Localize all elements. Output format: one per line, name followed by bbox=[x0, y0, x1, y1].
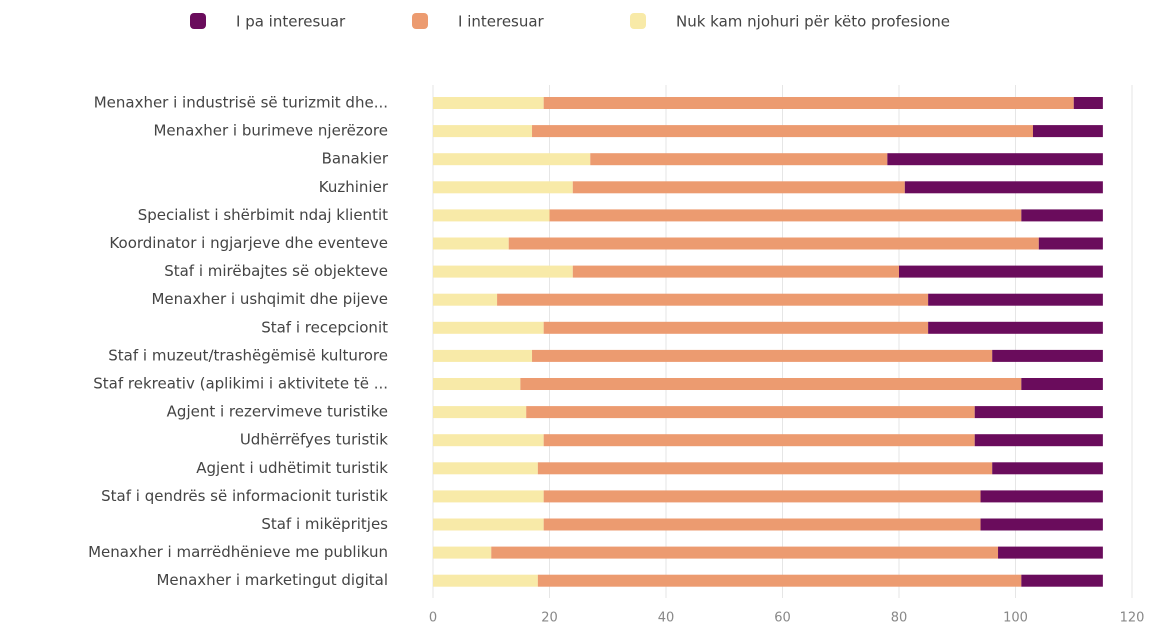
bar-segment bbox=[974, 434, 1103, 447]
y-tick-label: Koordinator i ngjarjeve dhe eventeve bbox=[109, 234, 388, 252]
x-tick-label: 0 bbox=[429, 611, 437, 626]
bar-segment bbox=[998, 546, 1103, 559]
bar-segment bbox=[526, 406, 975, 419]
x-tick-label: 60 bbox=[774, 611, 791, 626]
y-tick-label: Udhërrëfyes turistik bbox=[240, 431, 388, 449]
y-tick-label: Staf i mirëbajtes së objekteve bbox=[164, 262, 388, 280]
legend-swatch bbox=[412, 13, 428, 29]
bar-segment bbox=[433, 181, 573, 194]
bar-segment bbox=[433, 546, 492, 559]
bar-segment bbox=[433, 518, 544, 531]
bar-segment bbox=[433, 434, 544, 447]
bar-segment bbox=[532, 125, 1033, 138]
x-tick-label: 120 bbox=[1120, 611, 1145, 626]
bar-segment bbox=[572, 181, 905, 194]
bar-segment bbox=[549, 209, 1022, 222]
y-tick-label: Agjent i udhëtimit turistik bbox=[196, 459, 388, 477]
bar-segment bbox=[887, 153, 1103, 166]
bar-segment bbox=[543, 97, 1074, 109]
bar-segment bbox=[433, 321, 544, 334]
y-tick-label: Banakier bbox=[322, 150, 389, 168]
bar-segment bbox=[433, 209, 550, 222]
bar-segment bbox=[1038, 237, 1103, 250]
x-tick-label: 100 bbox=[1003, 611, 1028, 626]
bar-segment bbox=[433, 97, 544, 109]
bar-segment bbox=[992, 462, 1103, 475]
bar-segment bbox=[433, 125, 533, 138]
bar-segment bbox=[520, 378, 1022, 390]
bar-segment bbox=[543, 518, 981, 531]
bar-segment bbox=[508, 237, 1039, 250]
legend-label: I pa interesuar bbox=[236, 13, 346, 31]
legend-swatch bbox=[630, 13, 646, 29]
bar-segment bbox=[532, 349, 993, 362]
y-tick-label: Menaxher i marrëdhënieve me publikun bbox=[88, 543, 388, 561]
y-tick-label: Menaxher i industrisë së turizmit dhe... bbox=[94, 94, 388, 112]
bar-segment bbox=[543, 321, 929, 334]
bar-segment bbox=[543, 434, 975, 447]
bar-segment bbox=[433, 293, 498, 306]
legend-label: I interesuar bbox=[458, 13, 545, 31]
y-tick-label: Staf i recepcionit bbox=[261, 318, 388, 336]
bar-segment bbox=[980, 490, 1103, 503]
bar-segment bbox=[590, 153, 888, 166]
bar-segment bbox=[928, 293, 1103, 306]
bar-segment bbox=[899, 265, 1103, 278]
bar-segment bbox=[433, 406, 527, 419]
y-tick-label: Menaxher i marketingut digital bbox=[156, 571, 388, 589]
bar-segment bbox=[928, 321, 1103, 334]
bar-segment bbox=[433, 462, 538, 475]
bar-segment bbox=[974, 406, 1103, 419]
bar-segment bbox=[1073, 97, 1103, 109]
x-tick-label: 40 bbox=[658, 611, 675, 626]
bar-segment bbox=[1021, 574, 1103, 587]
bar-segment bbox=[1021, 378, 1103, 390]
bar-segment bbox=[433, 265, 573, 278]
bar-segment bbox=[537, 574, 1022, 587]
bar-segment bbox=[1021, 209, 1103, 222]
y-tick-label: Agjent i rezervimeve turistike bbox=[167, 403, 388, 421]
bar-segment bbox=[433, 378, 521, 390]
y-tick-label: Kuzhinier bbox=[319, 178, 389, 196]
x-tick-label: 80 bbox=[891, 611, 908, 626]
bar-segment bbox=[433, 574, 538, 587]
x-tick-label: 20 bbox=[541, 611, 558, 626]
bar-segment bbox=[980, 518, 1103, 531]
y-tick-label: Specialist i shërbimit ndaj klientit bbox=[138, 206, 388, 224]
bar-segment bbox=[433, 237, 509, 250]
y-tick-label: Staf i mikëpritjes bbox=[261, 515, 388, 533]
y-tick-label: Menaxher i burimeve njerëzore bbox=[153, 122, 388, 140]
y-tick-label: Staf rekreativ (aplikimi i aktivitete të… bbox=[93, 375, 388, 393]
bar-segment bbox=[543, 490, 981, 503]
bar-segment bbox=[433, 490, 544, 503]
y-tick-label: Staf i muzeut/trashëgëmisë kulturore bbox=[108, 346, 388, 364]
bar-segment bbox=[433, 349, 533, 362]
bar-segment bbox=[572, 265, 899, 278]
y-tick-label: Menaxher i ushqimit dhe pijeve bbox=[151, 290, 388, 308]
bar-segment bbox=[904, 181, 1103, 194]
bar-segment bbox=[491, 546, 999, 559]
bar-segment bbox=[1032, 125, 1103, 138]
y-tick-label: Staf i qendrës së informacionit turistik bbox=[101, 487, 388, 505]
legend-swatch bbox=[190, 13, 206, 29]
bar-segment bbox=[992, 349, 1103, 362]
bar-segment bbox=[497, 293, 929, 306]
bar-segment bbox=[537, 462, 993, 475]
legend-label: Nuk kam njohuri për këto profesione bbox=[676, 13, 950, 31]
bar-segment bbox=[433, 153, 591, 166]
